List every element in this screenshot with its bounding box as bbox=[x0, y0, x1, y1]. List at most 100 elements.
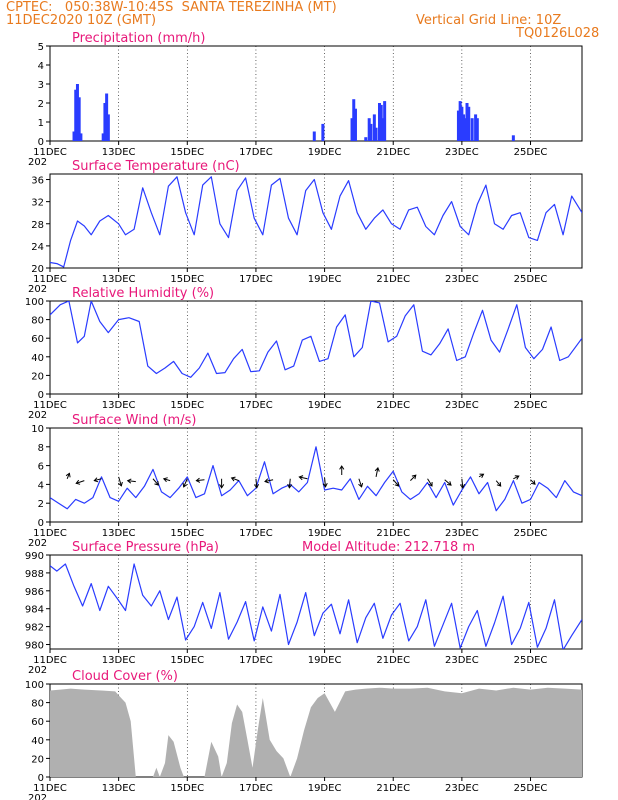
wind-arrow-shaft-6 bbox=[163, 478, 171, 482]
precip-bar-11 bbox=[350, 118, 354, 141]
ytick-label-precip-0: 0 bbox=[38, 137, 44, 148]
xtick-label-rh-1: 13DEC bbox=[102, 400, 136, 411]
precip-bar-25 bbox=[460, 106, 464, 141]
wind-arrow-shaft-7 bbox=[183, 478, 188, 488]
wind-arrow-17 bbox=[358, 478, 364, 488]
wind-arrow-7 bbox=[182, 478, 188, 488]
ytick-label-wind-5: 10 bbox=[31, 424, 44, 435]
series-line-rh bbox=[50, 301, 582, 378]
wind-arrow-shaft-27 bbox=[530, 479, 536, 485]
xtick-label-rh-7: 25DEC bbox=[514, 400, 548, 411]
xtick-label-pres-4: 19DEC bbox=[308, 655, 342, 666]
xtick-label-cloud-0: 11DEC bbox=[33, 783, 67, 794]
xtick-label-precip-4: 19DEC bbox=[308, 147, 342, 158]
wind-arrow-21 bbox=[427, 478, 433, 487]
precip-bar-19 bbox=[377, 103, 381, 141]
year-label-temp: 202 bbox=[28, 284, 47, 295]
xtick-label-wind-7: 25DEC bbox=[514, 528, 548, 539]
wind-arrow-head-24 bbox=[479, 473, 485, 479]
precip-bar-13 bbox=[353, 108, 357, 141]
ytick-label-rh-5: 100 bbox=[25, 297, 44, 308]
ytick-label-wind-2: 4 bbox=[38, 480, 44, 491]
wind-arrow-shaft-4 bbox=[127, 480, 136, 483]
precip-bar-31 bbox=[474, 114, 478, 141]
xtick-label-wind-5: 21DEC bbox=[376, 528, 410, 539]
ytick-label-wind-1: 2 bbox=[38, 499, 44, 510]
wind-arrow-shaft-17 bbox=[358, 478, 363, 488]
plot-area-temp bbox=[50, 176, 582, 268]
xtick-label-wind-1: 13DEC bbox=[102, 528, 136, 539]
precip-bar-3 bbox=[77, 97, 81, 141]
ytick-label-pres-5: 990 bbox=[25, 551, 44, 562]
ytick-label-pres-4: 988 bbox=[25, 569, 44, 580]
xtick-label-rh-6: 23DEC bbox=[445, 400, 479, 411]
panel-frame-rh bbox=[49, 300, 583, 395]
xtick-label-wind-2: 15DEC bbox=[170, 528, 204, 539]
wind-arrow-14 bbox=[298, 475, 308, 481]
xtick-label-precip-1: 13DEC bbox=[102, 147, 136, 158]
header-right-line2: TQ0126L028 bbox=[516, 26, 600, 41]
precip-bar-18 bbox=[374, 127, 378, 141]
precip-bar-4 bbox=[79, 133, 83, 141]
year-label-rh: 202 bbox=[28, 410, 47, 421]
wind-arrow-shaft-26 bbox=[513, 475, 519, 480]
wind-arrow-19 bbox=[392, 479, 400, 487]
wind-arrow-shaft-12 bbox=[264, 479, 274, 482]
xtick-label-pres-1: 13DEC bbox=[102, 655, 136, 666]
plot-area-rh bbox=[50, 301, 582, 378]
xtick-label-temp-3: 17DEC bbox=[239, 274, 273, 285]
wind-arrow-shaft-19 bbox=[392, 479, 400, 487]
wind-arrow-26 bbox=[513, 475, 520, 480]
xtick-label-precip-7: 25DEC bbox=[514, 147, 548, 158]
ytick-label-rh-0: 0 bbox=[38, 390, 44, 401]
xtick-label-temp-0: 11DEC bbox=[33, 274, 67, 285]
wind-arrow-1 bbox=[75, 479, 85, 485]
wind-arrow-shaft-11 bbox=[255, 478, 258, 488]
wind-arrow-head-1 bbox=[75, 479, 81, 485]
wind-arrow-shaft-15 bbox=[324, 477, 326, 487]
ytick-label-pres-0: 980 bbox=[25, 641, 44, 652]
ytick-label-rh-4: 80 bbox=[31, 316, 44, 327]
ytick-label-temp-0: 20 bbox=[31, 264, 44, 275]
ytick-label-cloud-5: 100 bbox=[25, 680, 44, 691]
year-label-pres: 202 bbox=[28, 665, 47, 676]
wind-arrow-head-20 bbox=[411, 474, 417, 480]
wind-arrow-shaft-13 bbox=[288, 478, 291, 488]
wind-arrow-9 bbox=[219, 478, 225, 489]
xtick-label-temp-6: 23DEC bbox=[445, 274, 479, 285]
xtick-label-pres-5: 21DEC bbox=[376, 655, 410, 666]
wind-arrow-4 bbox=[126, 478, 136, 484]
xtick-label-pres-6: 23DEC bbox=[445, 655, 479, 666]
panel-pres: 11DEC 13DEC 15DEC 17DEC 19DEC 21DEC 23DEC 25DEC… bbox=[25, 540, 583, 676]
wind-arrow-16 bbox=[339, 465, 345, 475]
wind-arrow-11 bbox=[253, 478, 260, 489]
precip-bar-24 bbox=[458, 101, 462, 141]
wind-arrow-head-22 bbox=[447, 481, 452, 486]
panel-wind: 11DEC 13DEC 15DEC 17DEC 19DEC 21DEC 23DEC 25DEC… bbox=[28, 413, 583, 549]
ytick-label-pres-3: 986 bbox=[25, 587, 44, 598]
wind-arrow-5 bbox=[152, 478, 160, 486]
precip-bar-20 bbox=[379, 104, 383, 141]
precip-bar-2 bbox=[75, 84, 79, 141]
ytick-label-temp-1: 24 bbox=[31, 242, 44, 253]
ytick-label-precip-1: 1 bbox=[38, 118, 44, 129]
wind-arrow-8 bbox=[195, 477, 205, 483]
wind-arrow-shaft-18 bbox=[375, 467, 379, 477]
wind-arrow-24 bbox=[478, 473, 485, 479]
xtick-label-precip-6: 23DEC bbox=[445, 147, 479, 158]
ytick-label-rh-1: 20 bbox=[31, 371, 44, 382]
xtick-label-cloud-5: 21DEC bbox=[376, 783, 410, 794]
precip-bar-1 bbox=[74, 89, 78, 141]
wind-arrow-head-23 bbox=[459, 483, 466, 489]
wind-arrow-head-14 bbox=[298, 475, 304, 481]
wind-arrow-head-5 bbox=[154, 481, 160, 486]
ytick-label-temp-4: 36 bbox=[31, 176, 44, 187]
wind-arrow-head-12 bbox=[264, 478, 269, 484]
xtick-label-pres-0: 11DEC bbox=[33, 655, 67, 666]
wind-arrow-23 bbox=[459, 478, 466, 489]
xtick-label-pres-3: 17DEC bbox=[239, 655, 273, 666]
panel-frame-precip bbox=[49, 45, 583, 142]
xtick-label-wind-3: 17DEC bbox=[239, 528, 273, 539]
wind-arrow-head-25 bbox=[496, 482, 502, 487]
wind-arrow-10 bbox=[230, 476, 239, 482]
